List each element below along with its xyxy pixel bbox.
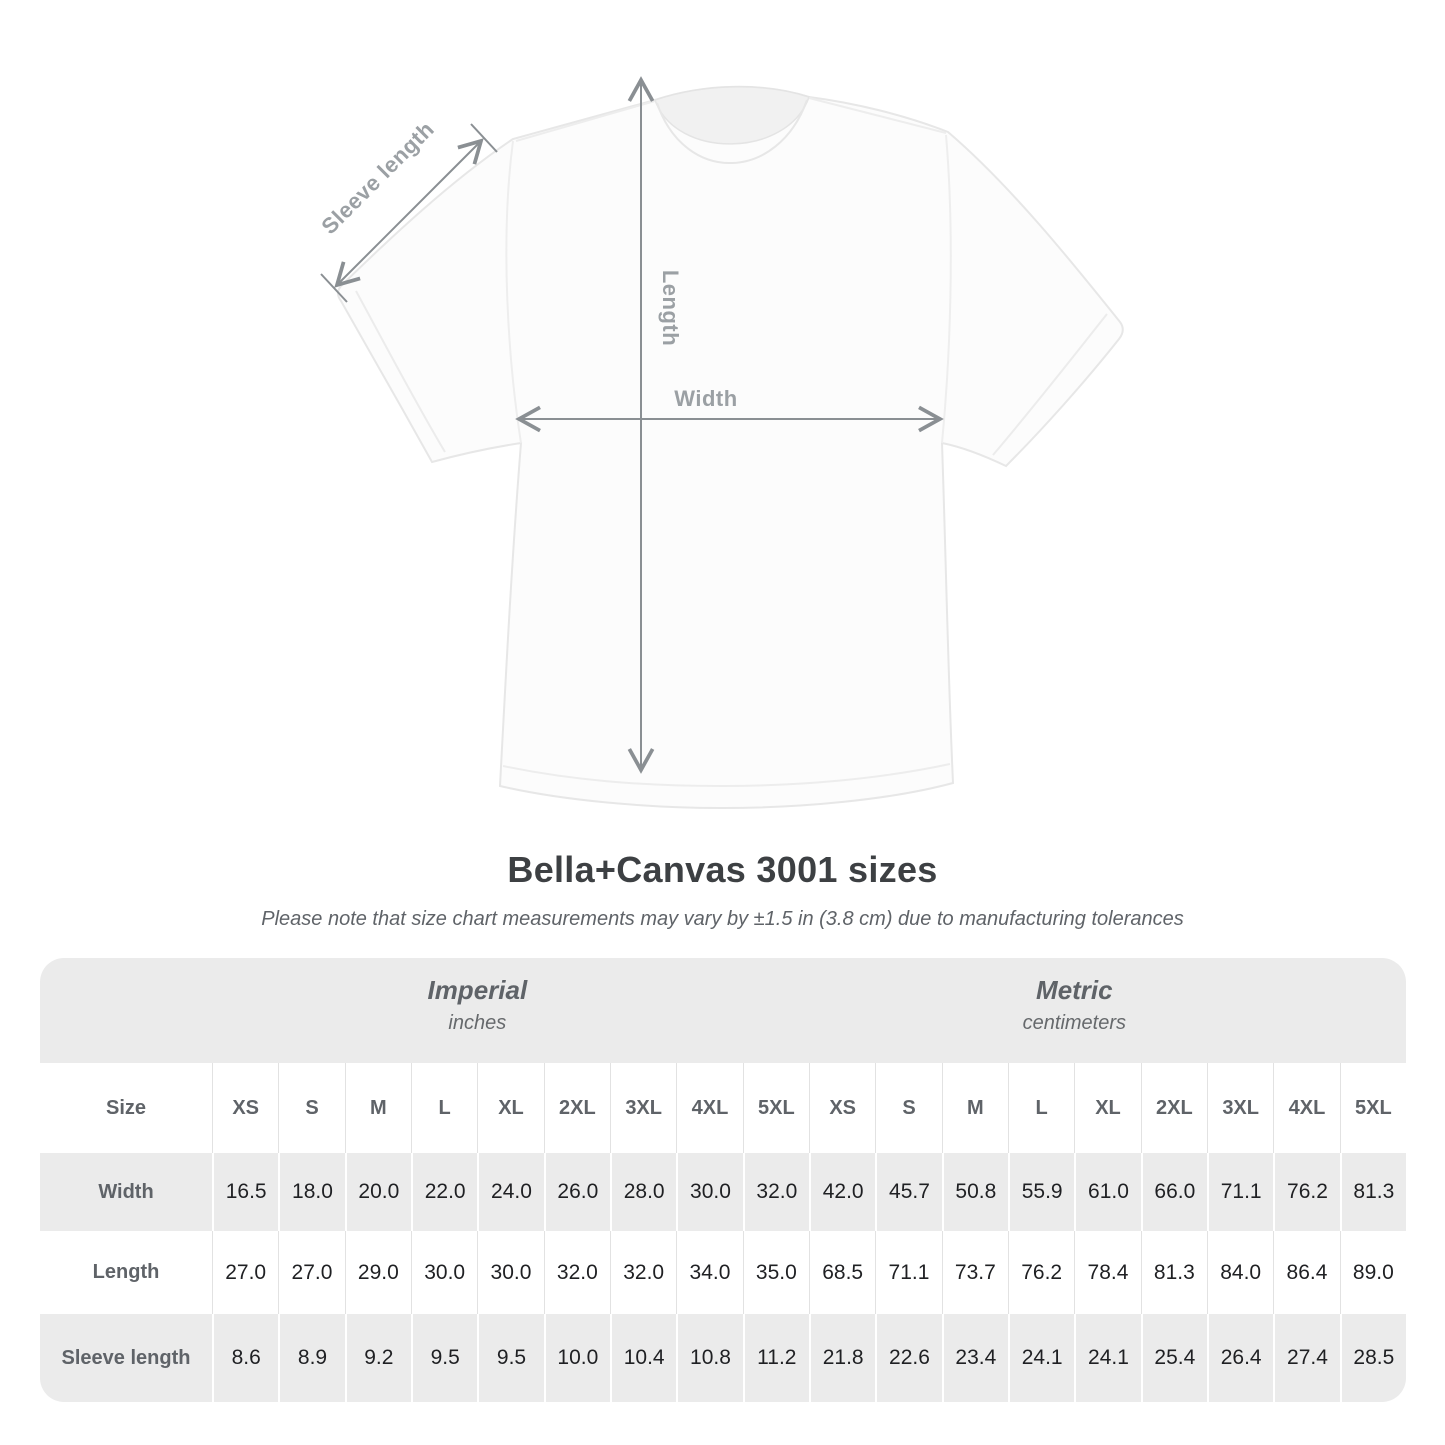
size-col-header-imperial-xs: XS xyxy=(212,1063,279,1153)
length-metric-xl: 78.4 xyxy=(1074,1231,1141,1314)
size-col-header-imperial-s: S xyxy=(278,1063,345,1153)
length-imperial-5xl: 35.0 xyxy=(742,1231,809,1314)
page-title: Bella+Canvas 3001 sizes xyxy=(507,849,938,890)
width-metric-s: 45.7 xyxy=(875,1153,942,1231)
size-col-header-imperial-3xl: 3XL xyxy=(610,1063,677,1153)
length-imperial-4xl: 34.0 xyxy=(676,1231,743,1314)
sleeve-imperial-4xl: 10.8 xyxy=(676,1314,743,1402)
sleeve-metric-s: 22.6 xyxy=(875,1314,942,1402)
size-corner-header: Size xyxy=(40,1063,212,1153)
tshirt-measurement-diagram: Sleeve length Length Width xyxy=(316,76,1124,810)
sleeve-imperial-l: 9.5 xyxy=(411,1314,478,1402)
tolerance-note: Please note that size chart measurements… xyxy=(261,908,1184,930)
metric-group-title: Metric xyxy=(1036,975,1113,1005)
size-col-header-imperial-4xl: 4XL xyxy=(676,1063,743,1153)
width-metric-m: 50.8 xyxy=(941,1153,1008,1231)
length-metric-l: 76.2 xyxy=(1008,1231,1075,1314)
length-metric-4xl: 86.4 xyxy=(1273,1231,1340,1314)
size-col-header-metric-3xl: 3XL xyxy=(1207,1063,1274,1153)
sleeve-metric-m: 23.4 xyxy=(941,1314,1008,1402)
width-imperial-m: 20.0 xyxy=(344,1153,411,1231)
sleeve-imperial-5xl: 11.2 xyxy=(742,1314,809,1402)
sleeve-metric-5xl: 28.5 xyxy=(1339,1314,1406,1402)
size-col-header-imperial-m: M xyxy=(344,1063,411,1153)
unit-header-band xyxy=(40,958,1406,1063)
imperial-group-header: Imperial inches xyxy=(212,958,743,1063)
size-col-header-metric-s: S xyxy=(875,1063,942,1153)
width-row-header: Width xyxy=(40,1153,212,1231)
metric-group-header: Metric centimeters xyxy=(809,958,1340,1063)
width-imperial-4xl: 30.0 xyxy=(676,1153,743,1231)
length-imperial-m: 29.0 xyxy=(344,1231,411,1314)
size-col-header-metric-5xl: 5XL xyxy=(1339,1063,1406,1153)
width-metric-2xl: 66.0 xyxy=(1140,1153,1207,1231)
sleeve-metric-xs: 21.8 xyxy=(809,1314,876,1402)
sleeve-metric-4xl: 27.4 xyxy=(1273,1314,1340,1402)
sleeve-metric-xl: 24.1 xyxy=(1074,1314,1141,1402)
length-metric-xs: 68.5 xyxy=(809,1231,876,1314)
width-metric-3xl: 71.1 xyxy=(1207,1153,1274,1231)
sleeve-imperial-2xl: 10.0 xyxy=(543,1314,610,1402)
sleeve-metric-l: 24.1 xyxy=(1008,1314,1075,1402)
length-metric-m: 73.7 xyxy=(941,1231,1008,1314)
sleeve-imperial-m: 9.2 xyxy=(344,1314,411,1402)
width-label: Width xyxy=(674,386,737,411)
size-table: Imperial inches Metric centimeters Size … xyxy=(40,958,1406,1402)
size-col-header-metric-l: L xyxy=(1008,1063,1075,1153)
size-col-header-metric-m: M xyxy=(941,1063,1008,1153)
sleeve-arrow-end-tick xyxy=(470,123,498,153)
sleeve-imperial-s: 8.9 xyxy=(278,1314,345,1402)
length-metric-5xl: 89.0 xyxy=(1339,1231,1406,1314)
length-row-header: Length xyxy=(40,1231,212,1314)
length-label: Length xyxy=(658,270,683,346)
size-col-header-metric-4xl: 4XL xyxy=(1273,1063,1340,1153)
width-imperial-xs: 16.5 xyxy=(212,1153,279,1231)
sleeve-length-arrow xyxy=(334,138,484,288)
length-imperial-xs: 27.0 xyxy=(212,1231,279,1314)
sleeve-imperial-3xl: 10.4 xyxy=(610,1314,677,1402)
sleeve-arrow-start-tick xyxy=(320,273,348,303)
length-metric-s: 71.1 xyxy=(875,1231,942,1314)
tshirt-image xyxy=(337,85,1124,810)
length-imperial-xl: 30.0 xyxy=(477,1231,544,1314)
measurement-arrows xyxy=(320,76,944,774)
width-imperial-2xl: 26.0 xyxy=(543,1153,610,1231)
size-col-header-imperial-5xl: 5XL xyxy=(742,1063,809,1153)
size-col-header-metric-2xl: 2XL xyxy=(1140,1063,1207,1153)
sleeve-imperial-xs: 8.6 xyxy=(212,1314,279,1402)
size-col-header-metric-xl: XL xyxy=(1074,1063,1141,1153)
width-imperial-s: 18.0 xyxy=(278,1153,345,1231)
length-metric-2xl: 81.3 xyxy=(1140,1231,1207,1314)
size-col-header-imperial-l: L xyxy=(411,1063,478,1153)
size-col-header-metric-xs: XS xyxy=(809,1063,876,1153)
width-metric-l: 55.9 xyxy=(1008,1153,1075,1231)
imperial-group-title: Imperial xyxy=(427,975,528,1005)
length-imperial-l: 30.0 xyxy=(411,1231,478,1314)
width-metric-4xl: 76.2 xyxy=(1273,1153,1340,1231)
width-metric-xs: 42.0 xyxy=(809,1153,876,1231)
sleeve-metric-3xl: 26.4 xyxy=(1207,1314,1274,1402)
imperial-group-unit: inches xyxy=(448,1012,507,1034)
width-imperial-l: 22.0 xyxy=(411,1153,478,1231)
width-metric-5xl: 81.3 xyxy=(1339,1153,1406,1231)
width-imperial-5xl: 32.0 xyxy=(742,1153,809,1231)
width-imperial-xl: 24.0 xyxy=(477,1153,544,1231)
size-col-header-imperial-xl: XL xyxy=(477,1063,544,1153)
size-col-header-imperial-2xl: 2XL xyxy=(543,1063,610,1153)
length-metric-3xl: 84.0 xyxy=(1207,1231,1274,1314)
width-imperial-3xl: 28.0 xyxy=(610,1153,677,1231)
sleeve-metric-2xl: 25.4 xyxy=(1140,1314,1207,1402)
length-imperial-2xl: 32.0 xyxy=(543,1231,610,1314)
length-imperial-3xl: 32.0 xyxy=(610,1231,677,1314)
length-imperial-s: 27.0 xyxy=(278,1231,345,1314)
sleeve-imperial-xl: 9.5 xyxy=(477,1314,544,1402)
width-metric-xl: 61.0 xyxy=(1074,1153,1141,1231)
sleeve-row-header: Sleeve length xyxy=(40,1314,212,1402)
metric-group-unit: centimeters xyxy=(1022,1012,1127,1034)
